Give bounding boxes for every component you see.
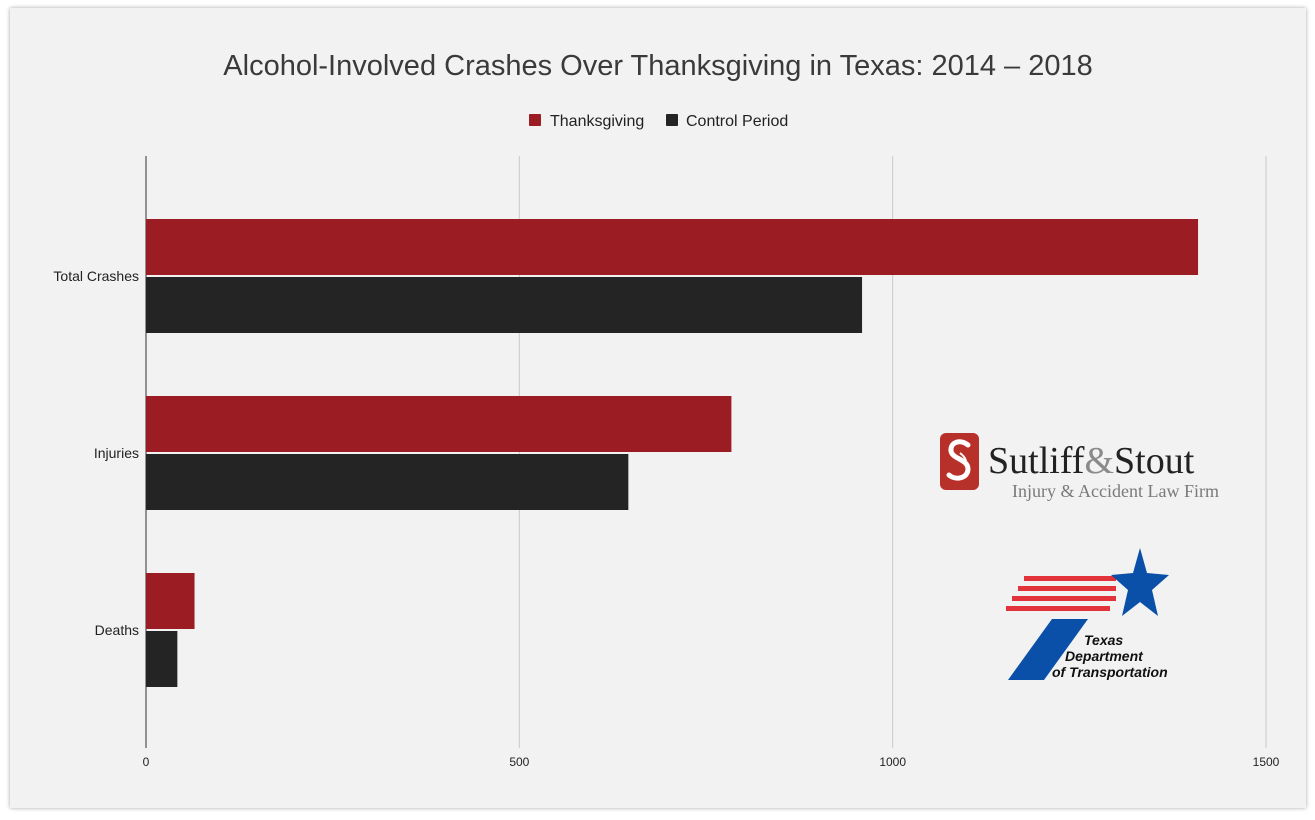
bar-total-crashes-control-period (146, 277, 863, 333)
bars (146, 219, 1199, 687)
txdot-line1: Texas (1084, 632, 1123, 648)
legend-swatch-control-period (666, 114, 678, 126)
svg-text:Sutliff&Stout: Sutliff&Stout (988, 440, 1195, 482)
bar-total-crashes-thanksgiving (146, 219, 1199, 275)
x-tick-label-1500: 1500 (1253, 755, 1280, 769)
category-label-total-crashes: Total Crashes (53, 268, 139, 284)
sutliff-stout-logo: Sutliff&Stout Injury & Accident Law Firm (940, 433, 1219, 501)
x-tick-label-500: 500 (509, 755, 529, 769)
bar-deaths-control-period (146, 631, 178, 687)
bar-injuries-thanksgiving (146, 396, 732, 452)
txdot-line3: of Transportation (1052, 664, 1168, 680)
txdot-line2: Department (1065, 648, 1144, 664)
legend-swatch-thanksgiving (529, 114, 541, 126)
category-label-injuries: Injuries (94, 445, 139, 461)
category-label-deaths: Deaths (95, 622, 139, 638)
txdot-star-icon (1111, 548, 1169, 616)
x-tick-label-1000: 1000 (879, 755, 906, 769)
x-axis-tick-labels: 0 500 1000 1500 (143, 755, 1280, 769)
x-tick-label-0: 0 (143, 755, 150, 769)
sutliff-ampersand: & (1084, 440, 1114, 482)
legend: Thanksgiving Control Period (529, 113, 788, 130)
sutliff-name: Sutliff (988, 440, 1085, 482)
category-labels: Total Crashes Injuries Deaths (53, 268, 139, 638)
chart-card: Alcohol-Involved Crashes Over Thanksgivi… (10, 8, 1306, 808)
legend-label-thanksgiving: Thanksgiving (550, 113, 644, 130)
sutliff-tagline: Injury & Accident Law Firm (1012, 481, 1219, 501)
stout-name: Stout (1114, 440, 1195, 482)
legend-label-control-period: Control Period (686, 113, 788, 130)
chart: Alcohol-Involved Crashes Over Thanksgivi… (53, 50, 1280, 769)
txdot-logo: Texas Department of Transportation (1006, 548, 1169, 680)
txdot-t-icon (1008, 619, 1088, 680)
chart-title: Alcohol-Involved Crashes Over Thanksgivi… (223, 50, 1092, 82)
bar-deaths-thanksgiving (146, 573, 195, 629)
txdot-stripes-icon (1006, 576, 1116, 611)
bar-injuries-control-period (146, 454, 629, 510)
